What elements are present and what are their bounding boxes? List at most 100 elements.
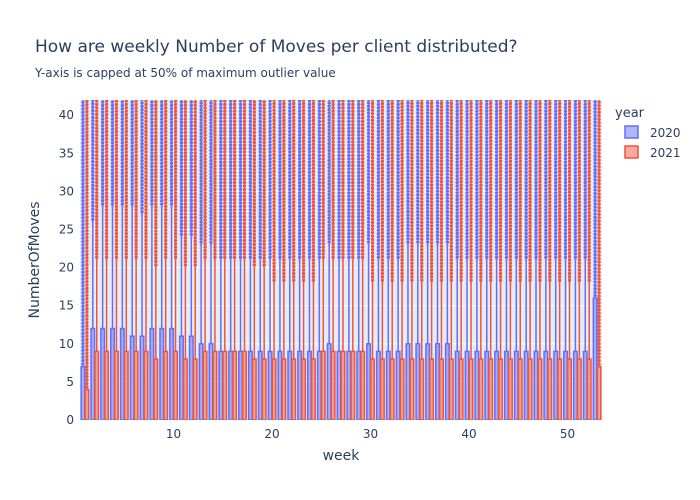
outlier-point (272, 278, 276, 282)
outlier-point (504, 140, 509, 144)
box-2021-week-25 (320, 100, 326, 420)
outlier-point (184, 100, 187, 101)
outlier-point (357, 252, 361, 256)
outlier-point (104, 187, 109, 192)
outlier-point (242, 102, 247, 107)
outlier-point (420, 111, 424, 116)
outlier-point (459, 275, 463, 279)
outlier-point (120, 158, 125, 162)
outlier-point (475, 126, 479, 130)
outlier-point (223, 150, 227, 154)
outlier-point (534, 100, 538, 103)
outlier-point (396, 231, 400, 236)
outlier-point (199, 206, 203, 210)
outlier-point (134, 106, 138, 110)
outlier-point (514, 136, 519, 141)
outlier-point (278, 167, 282, 171)
outlier-point (583, 252, 587, 256)
outlier-point (445, 152, 450, 156)
outlier-point (100, 178, 105, 182)
outlier-point (292, 275, 296, 279)
outlier-point (193, 154, 197, 158)
outlier-point (554, 218, 558, 222)
outlier-point (163, 255, 168, 260)
outlier-point (173, 180, 178, 185)
outlier-point (179, 202, 184, 206)
outlier-point (351, 112, 355, 117)
outlier-point (449, 115, 454, 119)
outlier-point (100, 120, 105, 125)
outlier-point (278, 96, 281, 99)
outlier-point (544, 225, 548, 229)
outlier-point (169, 134, 174, 138)
box-body (448, 358, 454, 420)
outlier-point (219, 238, 223, 243)
outlier-point (169, 178, 174, 182)
outlier-point (400, 166, 404, 170)
outlier-point (124, 102, 128, 107)
outlier-point (292, 278, 296, 282)
outlier-point (85, 120, 89, 124)
outlier-point (563, 167, 568, 171)
outlier-point (163, 208, 168, 212)
outlier-point (514, 177, 519, 181)
outlier-point (199, 226, 203, 231)
outlier-point (272, 152, 276, 157)
outlier-point (420, 251, 424, 255)
outlier-point (406, 240, 410, 244)
outlier-point (554, 136, 558, 141)
outlier-point (120, 141, 125, 145)
outlier-point (380, 173, 385, 177)
outlier-point (489, 275, 493, 279)
outlier-point (307, 228, 312, 232)
outlier-point (130, 202, 134, 206)
outlier-point (130, 147, 134, 152)
outlier-point (489, 162, 493, 167)
outlier-point (317, 218, 322, 222)
outlier-point (248, 184, 253, 188)
outlier-point (485, 201, 489, 205)
outlier-point (386, 225, 390, 229)
outlier-point (400, 118, 404, 123)
outlier-point (278, 218, 282, 222)
outlier-point (420, 207, 424, 211)
outlier-point (95, 180, 99, 185)
outlier-point (91, 119, 95, 123)
outlier-point (252, 117, 257, 121)
outlier-point (498, 207, 503, 211)
outlier-point (104, 136, 109, 141)
outlier-point (494, 248, 499, 253)
outlier-point (189, 151, 193, 155)
outlier-point (183, 259, 188, 264)
outlier-point (455, 225, 459, 229)
outlier-point (268, 238, 272, 243)
outlier-point (439, 200, 444, 204)
outlier-point (278, 248, 282, 253)
outlier-point (410, 271, 414, 276)
outlier-point (469, 183, 473, 187)
outlier-point (425, 216, 430, 221)
outlier-point (209, 196, 213, 200)
outlier-point (370, 244, 375, 248)
outlier-point (282, 258, 286, 262)
outlier-point (85, 378, 89, 382)
outlier-point (360, 153, 365, 158)
outlier-point (189, 147, 193, 152)
box-body (346, 350, 352, 420)
outlier-point (209, 107, 213, 112)
outlier-point (160, 198, 164, 203)
outlier-point (223, 96, 226, 99)
outlier-point (498, 210, 503, 214)
box-body (582, 350, 588, 420)
box-body (438, 358, 444, 420)
outlier-point (258, 146, 262, 151)
outlier-point (134, 126, 138, 130)
outlier-point (475, 102, 479, 107)
outlier-point (429, 213, 434, 218)
outlier-point (154, 239, 158, 243)
outlier-point (124, 109, 128, 113)
outlier-point (544, 126, 548, 130)
outlier-point (390, 108, 394, 112)
outlier-point (95, 102, 99, 107)
outlier-point (134, 163, 138, 168)
